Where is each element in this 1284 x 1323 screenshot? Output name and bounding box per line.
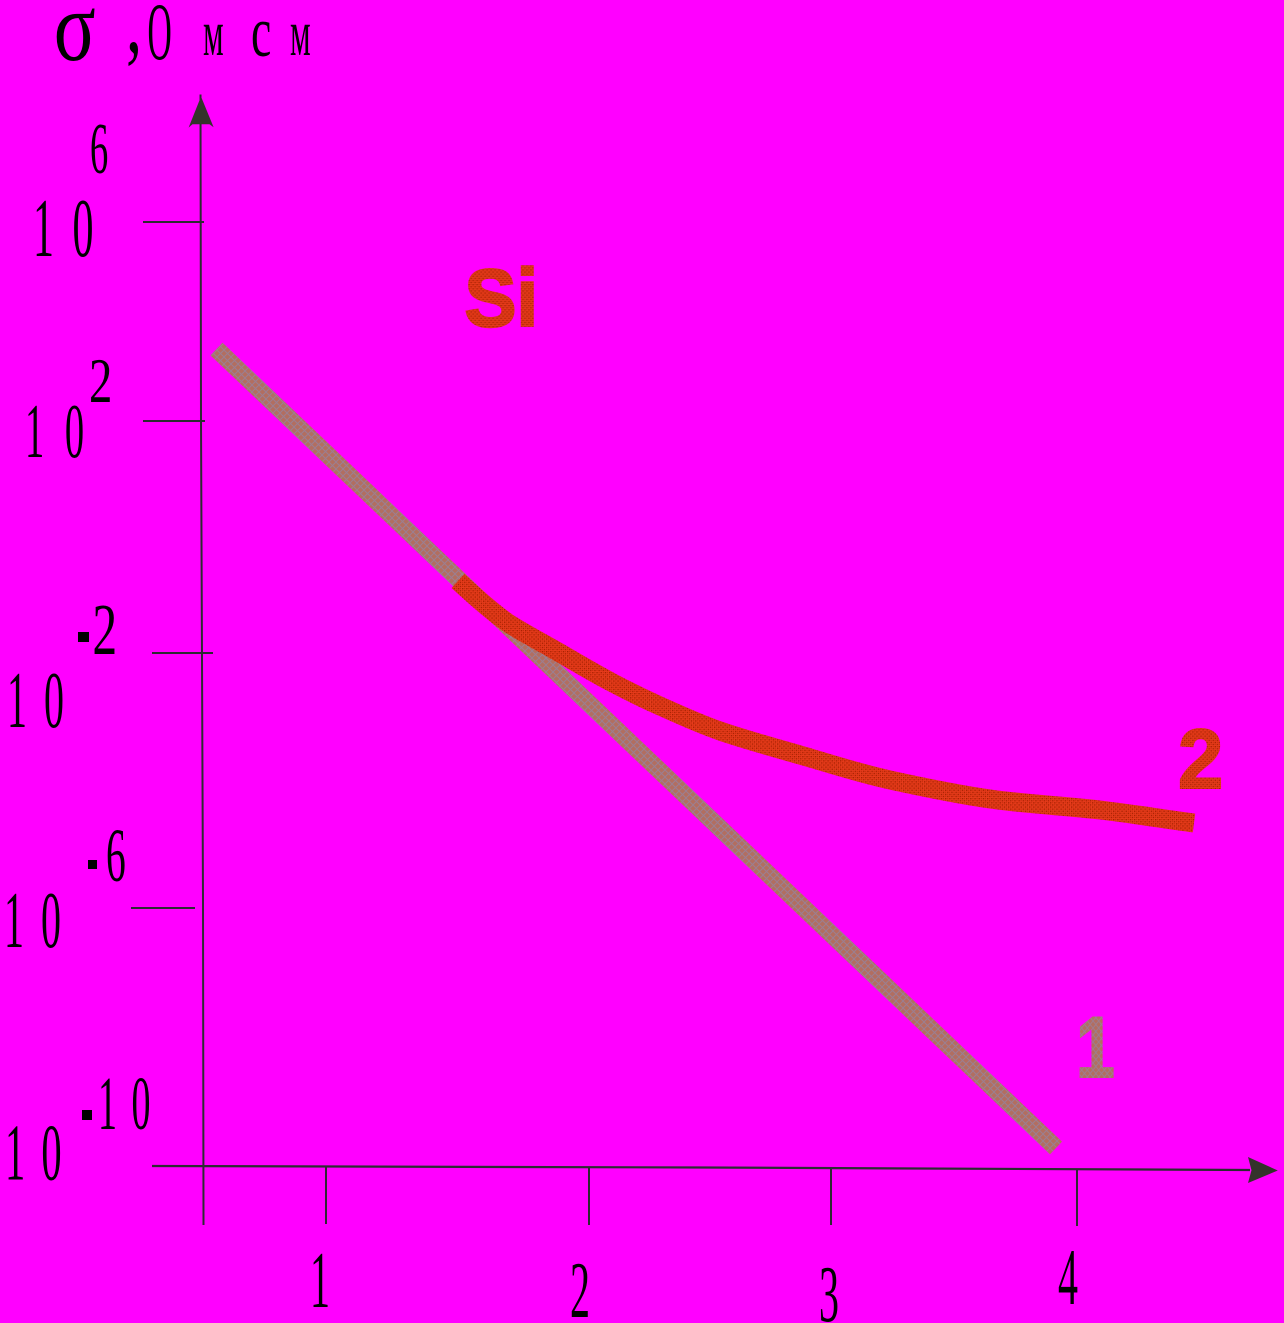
svg-text:3: 3	[819, 1250, 839, 1323]
svg-text:2: 2	[92, 589, 117, 671]
svg-text:2: 2	[570, 1246, 590, 1323]
svg-text:1 0: 1 0	[4, 876, 64, 965]
svg-text:2: 2	[1178, 712, 1223, 806]
svg-text:Si: Si	[465, 252, 539, 343]
svg-text:,: ,	[126, 0, 142, 72]
svg-text:1 0: 1 0	[5, 1107, 65, 1197]
svg-text:1 0: 1 0	[25, 390, 90, 475]
svg-text:1 0: 1 0	[7, 656, 67, 745]
svg-text:м: м	[203, 0, 224, 70]
svg-text:м: м	[290, 0, 311, 70]
svg-text:1: 1	[1076, 999, 1115, 1096]
svg-text:4: 4	[1058, 1233, 1078, 1322]
svg-text:1 0: 1 0	[33, 183, 97, 275]
svg-text:с: с	[251, 0, 271, 73]
svg-text:6: 6	[90, 110, 108, 190]
svg-text:О: О	[148, 0, 172, 77]
svg-text:1 0: 1 0	[98, 1061, 153, 1146]
svg-text:1: 1	[310, 1236, 330, 1323]
svg-text:σ: σ	[54, 0, 96, 82]
svg-text:6: 6	[106, 815, 126, 899]
svg-text:2: 2	[89, 346, 112, 417]
